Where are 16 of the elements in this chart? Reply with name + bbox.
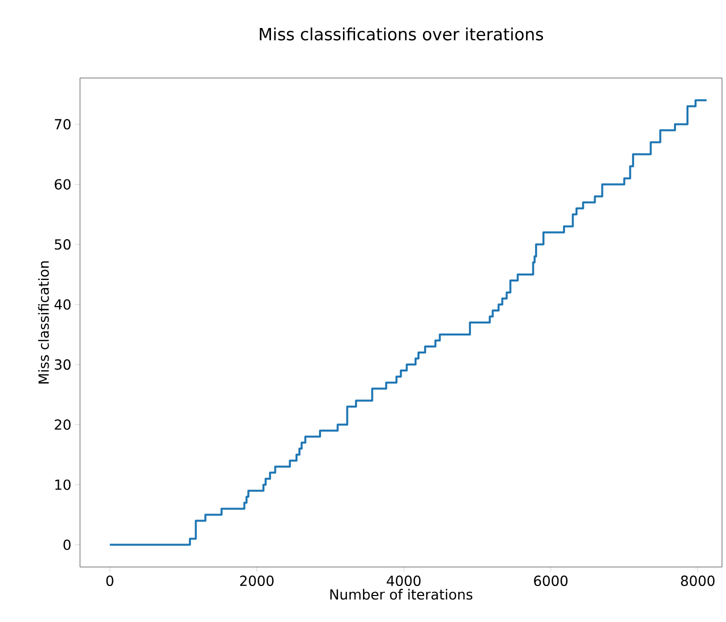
y-tick-label: 30 (54, 359, 71, 370)
y-tick-label: 0 (64, 540, 71, 550)
x-tick-label: 6000 (534, 576, 568, 586)
x-tick-label: 2000 (240, 576, 274, 586)
y-tick-label: 70 (54, 118, 71, 130)
y-tick-label: 40 (54, 299, 71, 310)
x-tick-label: 0 (106, 576, 114, 586)
y-axis-title: Miss classification (38, 261, 49, 384)
chart-title: Miss classifications over iterations (260, 28, 544, 40)
x-tick-label: 8000 (681, 576, 715, 586)
y-tick-label: 50 (54, 239, 71, 250)
y-tick-label: 10 (55, 479, 71, 490)
x-axis-title: Number of iterations (330, 588, 472, 600)
x-tick-label: 4000 (386, 576, 421, 586)
y-tick-label: 60 (54, 179, 71, 190)
y-tick-label: 20 (54, 419, 71, 430)
